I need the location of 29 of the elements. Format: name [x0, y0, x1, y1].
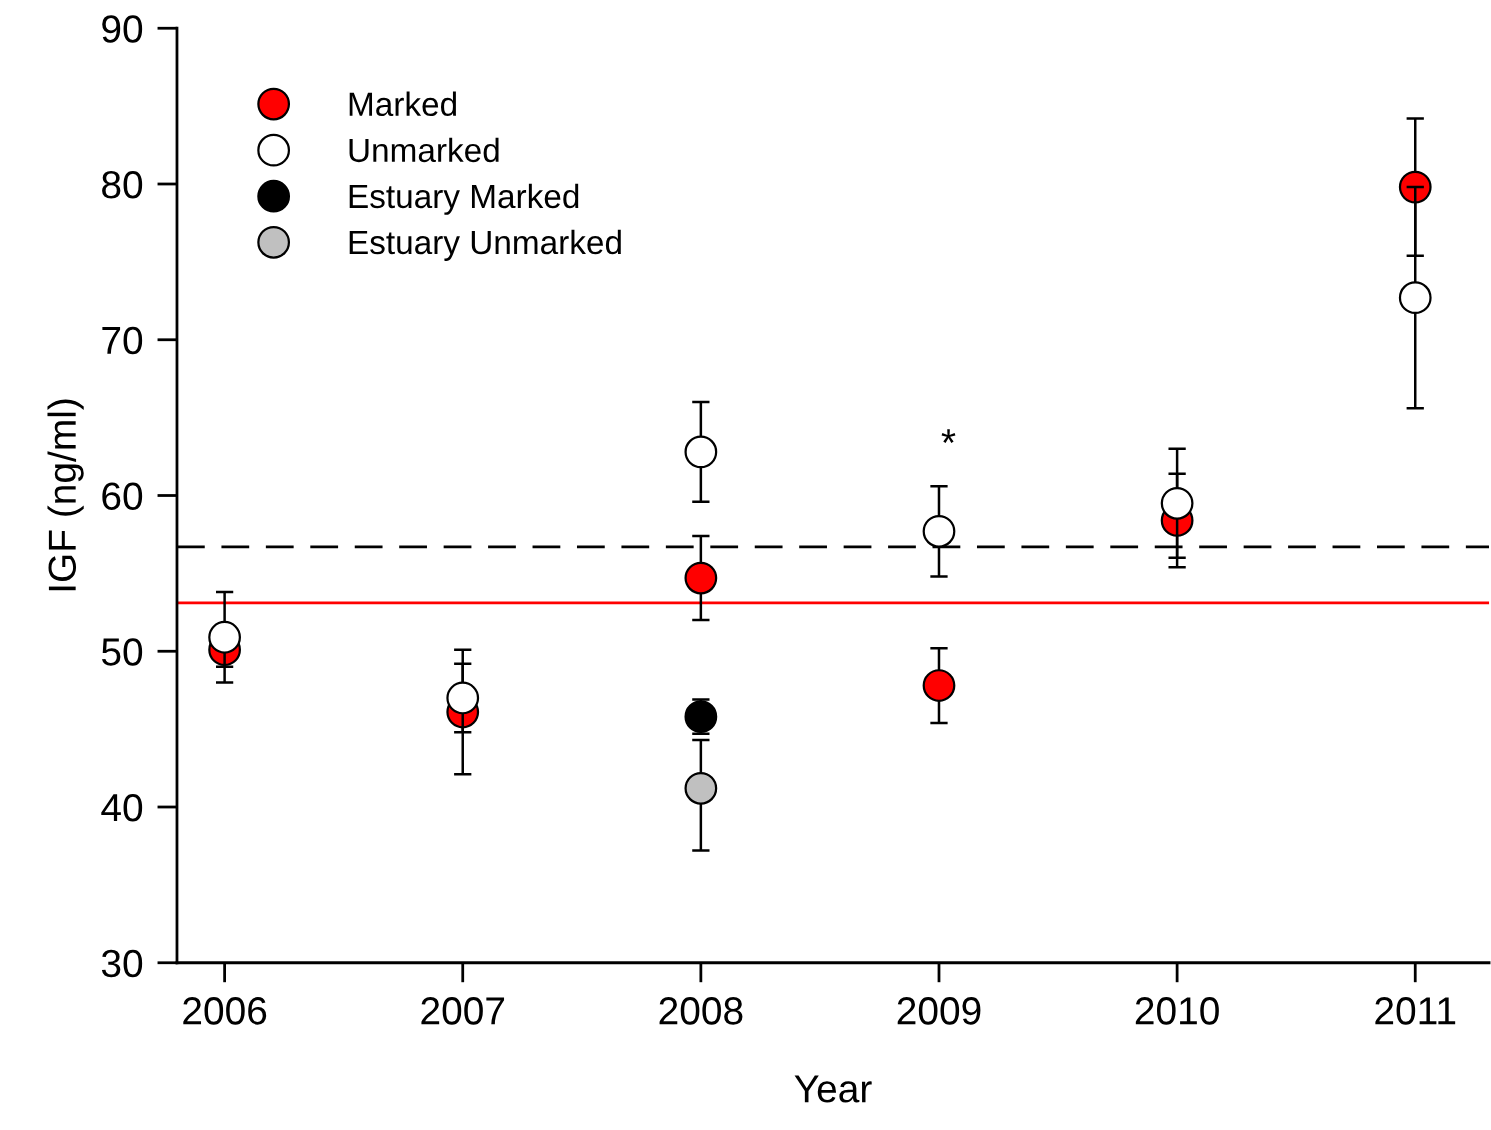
x-tick-label: 2006	[183, 997, 267, 1025]
y-tick-label: 70	[102, 326, 143, 355]
point	[1160, 486, 1194, 520]
x-tick-label: 2008	[659, 997, 743, 1025]
x-tick-label: 2009	[897, 997, 981, 1025]
x-tick-label: 2010	[1135, 997, 1219, 1025]
point	[684, 435, 718, 469]
point	[208, 620, 241, 654]
x-tick-label: 2007	[421, 997, 505, 1025]
point	[922, 669, 956, 702]
legend-label: Estuary Marked	[349, 183, 579, 215]
y-axis-title: IGF (ng/ml)	[47, 399, 84, 591]
y-tick-label: 60	[102, 482, 143, 510]
x-axis-title: Year	[794, 1075, 872, 1103]
legend-label: Estuary Unmarked	[349, 229, 621, 261]
point	[684, 561, 718, 595]
point	[684, 700, 718, 734]
y-tick-label: 50	[101, 638, 143, 666]
y-tick-label: 30	[101, 949, 143, 978]
point	[684, 771, 718, 805]
point	[1398, 170, 1432, 204]
y-tick-label: 80	[102, 170, 143, 199]
point	[446, 681, 480, 715]
y-tick-label: 90	[102, 15, 143, 43]
x-tick-label: 2011	[1375, 997, 1456, 1025]
annotation: *	[941, 429, 956, 443]
y-tick-label: 40	[101, 793, 143, 822]
legend-label: Marked	[349, 91, 456, 117]
legend-label: Unmarked	[349, 137, 499, 163]
